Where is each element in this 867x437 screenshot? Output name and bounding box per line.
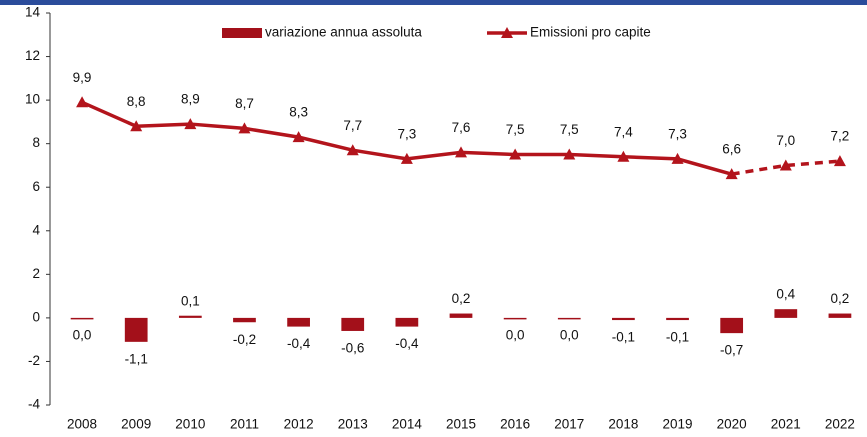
bar-label: 0,2 xyxy=(452,291,471,306)
bar xyxy=(233,317,256,323)
line-marker xyxy=(130,120,143,132)
y-tick-label: -4 xyxy=(28,397,40,412)
line-marker xyxy=(671,152,684,164)
bar-label: -1,1 xyxy=(125,351,148,366)
bar-label: 0,4 xyxy=(776,287,795,302)
bar-label: 0,1 xyxy=(181,293,200,308)
x-tick-label: 2017 xyxy=(554,417,584,432)
line-marker xyxy=(617,150,630,162)
line-marker xyxy=(346,144,359,156)
line-label: 7,3 xyxy=(668,126,687,141)
x-tick-label: 2008 xyxy=(67,417,97,432)
line-dashed xyxy=(731,159,841,176)
y-tick-label: 12 xyxy=(25,48,40,63)
line-marker xyxy=(563,148,576,160)
legend-label: Emissioni pro capite xyxy=(530,25,651,40)
bar xyxy=(774,309,798,318)
x-tick-label: 2009 xyxy=(121,417,151,432)
bar xyxy=(70,317,94,320)
bar-label: -0,1 xyxy=(612,330,635,345)
bar xyxy=(341,317,365,331)
line-marker xyxy=(509,148,522,160)
bar-label: 0,2 xyxy=(831,291,850,306)
line-label: 7,3 xyxy=(397,126,416,141)
line-label: 7,4 xyxy=(614,124,633,139)
line-marker xyxy=(455,146,467,158)
bar-label: -0,4 xyxy=(395,336,419,351)
y-tick-label: 14 xyxy=(25,5,41,20)
line-label: 7,7 xyxy=(343,118,362,133)
line-label: 7,5 xyxy=(560,122,579,137)
x-tick-label: 2013 xyxy=(338,417,368,432)
bar xyxy=(612,317,635,321)
y-tick-label: 10 xyxy=(25,92,40,107)
top-band xyxy=(0,0,867,5)
legend-label: variazione annua assoluta xyxy=(265,25,422,40)
y-tick-label: -2 xyxy=(28,353,40,368)
x-tick-label: 2022 xyxy=(825,417,855,432)
line-label: 8,8 xyxy=(127,94,146,109)
y-tick-label: 2 xyxy=(32,266,40,281)
line-marker xyxy=(76,96,89,108)
bar-label: 0,0 xyxy=(506,327,525,342)
line-label: 8,9 xyxy=(181,92,200,107)
bar xyxy=(720,317,744,334)
line-label: 6,6 xyxy=(722,142,741,157)
bar-label: -0,1 xyxy=(666,330,689,345)
x-tick-label: 2011 xyxy=(230,417,259,432)
y-tick-label: 4 xyxy=(32,222,40,237)
line-marker xyxy=(292,131,305,143)
line-label: 8,7 xyxy=(235,96,254,111)
legend-marker xyxy=(501,27,513,38)
bar xyxy=(828,313,852,318)
line-marker xyxy=(238,122,251,134)
bar-label: 0,0 xyxy=(560,327,579,342)
x-tick-label: 2019 xyxy=(663,417,693,432)
bar-label: -0,6 xyxy=(341,341,364,356)
bar-label: -0,4 xyxy=(287,336,311,351)
bar xyxy=(503,317,527,320)
line-marker xyxy=(184,118,197,130)
y-tick-label: 8 xyxy=(32,135,40,150)
bar xyxy=(124,317,148,342)
bar xyxy=(666,317,689,321)
x-tick-label: 2016 xyxy=(500,417,530,432)
line-label: 7,2 xyxy=(831,129,850,144)
line-label: 7,6 xyxy=(452,120,471,135)
line-marker xyxy=(725,168,738,180)
bar-label: 0,0 xyxy=(73,327,92,342)
y-tick-label: 6 xyxy=(32,179,40,194)
line-marker xyxy=(833,155,846,167)
x-tick-label: 2018 xyxy=(608,417,638,432)
legend-swatch xyxy=(222,28,262,38)
line-label: 7,0 xyxy=(776,133,795,148)
bar xyxy=(395,317,419,327)
x-tick-label: 2020 xyxy=(717,417,747,432)
line-label: 7,5 xyxy=(506,122,525,137)
line-marker xyxy=(400,152,413,164)
line-label: 9,9 xyxy=(73,70,92,85)
bar-label: -0,2 xyxy=(233,332,256,347)
x-tick-label: 2015 xyxy=(446,417,476,432)
x-tick-label: 2010 xyxy=(175,417,205,432)
line-marker xyxy=(779,159,792,171)
line-label: 8,3 xyxy=(289,105,308,120)
bar xyxy=(178,315,202,318)
x-tick-label: 2021 xyxy=(771,417,801,432)
x-tick-label: 2014 xyxy=(392,417,423,432)
bar xyxy=(557,317,581,320)
bar xyxy=(449,313,473,318)
bar-label: -0,7 xyxy=(720,343,743,358)
x-tick-label: 2012 xyxy=(284,417,314,432)
y-tick-label: 0 xyxy=(32,309,40,324)
bar xyxy=(287,317,310,327)
